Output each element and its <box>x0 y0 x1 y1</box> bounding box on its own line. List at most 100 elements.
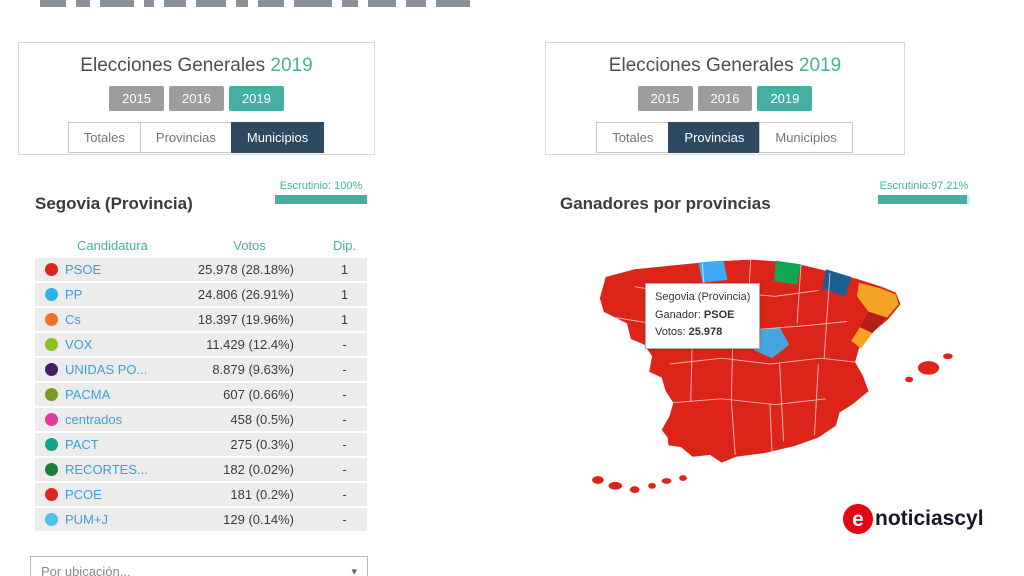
votes-cell: 24.806 (26.91%) <box>197 287 294 302</box>
dip-cell: - <box>342 412 347 427</box>
tooltip-winner-line: Ganador: PSOE <box>655 307 750 325</box>
noticiascyl-logo-text: noticiascyl <box>875 507 984 530</box>
dip-cell: - <box>342 487 347 502</box>
cropped-text-fragment <box>144 0 154 7</box>
party-name[interactable]: PSOE <box>65 262 102 277</box>
tooltip-title: Segovia (Provincia) <box>655 291 751 303</box>
party-name[interactable]: UNIDAS PO... <box>65 362 148 377</box>
party-name[interactable]: PP <box>65 287 83 302</box>
party-name[interactable]: centrados <box>65 412 123 427</box>
escrutinio-bar <box>878 195 970 204</box>
dip-cell: - <box>342 387 347 402</box>
dip-cell: - <box>342 437 347 452</box>
escrutinio-label: Escrutinio:97.21% <box>879 180 969 192</box>
province-patch-segovia-highlight[interactable] <box>752 327 790 359</box>
table-row[interactable]: PUM+J 129 (0.14%) - <box>35 508 367 531</box>
year-button-2016[interactable]: 2016 <box>169 86 224 111</box>
cropped-text-fragment <box>164 0 186 7</box>
year-button-2019[interactable]: 2019 <box>757 86 813 111</box>
dip-cell: - <box>342 362 347 377</box>
dip-cell: 1 <box>340 287 349 302</box>
location-select[interactable]: Por ubicación... ▾ <box>30 556 368 576</box>
left-controls-box: Elecciones Generales 2019 2015 2016 2019… <box>18 42 375 155</box>
party-name[interactable]: PUM+J <box>65 512 108 527</box>
panel-title-year: 2019 <box>270 55 313 76</box>
year-button-2016[interactable]: 2016 <box>697 86 753 111</box>
spain-map[interactable] <box>570 248 970 538</box>
tab-provincias[interactable]: Provincias <box>139 122 232 153</box>
cropped-text-fragment <box>258 0 284 7</box>
header-dip: Dip. <box>332 237 357 253</box>
party-color-dot <box>45 463 58 476</box>
escrutinio-bar <box>275 195 367 204</box>
provinces-map-container: Segovia (Provincia) Ganador: PSOE Votos:… <box>570 248 970 538</box>
year-button-2015[interactable]: 2015 <box>109 86 165 111</box>
escrutinio-label: Escrutinio: 100% <box>279 180 363 192</box>
party-name[interactable]: RECORTES... <box>65 462 148 477</box>
province-patch-barcelona-darkred[interactable] <box>859 311 887 334</box>
party-color-dot <box>45 263 58 276</box>
noticiascyl-logo: e noticiascyl <box>843 504 984 534</box>
party-color-dot <box>45 363 58 376</box>
table-row[interactable]: PSOE 25.978 (28.18%) 1 <box>35 258 367 281</box>
tab-totales[interactable]: Totales <box>596 122 670 153</box>
tooltip-votes-value: 25.978 <box>688 326 723 339</box>
table-row[interactable]: RECORTES... 182 (0.02%) - <box>35 458 367 481</box>
header-votos: Votos <box>233 237 266 253</box>
balearic-islands[interactable] <box>905 353 953 383</box>
table-row[interactable]: UNIDAS PO... 8.879 (9.63%) - <box>35 358 367 381</box>
escrutinio-indicator: Escrutinio:97.21% <box>878 180 970 204</box>
votes-cell: 458 (0.5%) <box>230 412 294 427</box>
province-patch-basque-green[interactable] <box>773 260 801 285</box>
table-row[interactable]: PACT 275 (0.3%) - <box>35 433 367 456</box>
cropped-text-fragment <box>436 0 470 7</box>
dip-cell: 1 <box>340 262 349 277</box>
canary-islands[interactable] <box>592 475 687 494</box>
party-name[interactable]: VOX <box>65 337 93 352</box>
province-patch-orange-lower[interactable] <box>851 327 873 349</box>
votes-cell: 275 (0.3%) <box>230 437 294 452</box>
escrutinio-bar-fill <box>878 195 968 204</box>
table-row[interactable]: VOX 11.429 (12.4%) - <box>35 333 367 356</box>
party-color-dot <box>45 313 58 326</box>
party-name[interactable]: PACT <box>65 437 99 452</box>
scope-tabs: Totales Provincias Municipios <box>546 122 904 153</box>
year-button-2019[interactable]: 2019 <box>228 86 284 111</box>
cropped-text-fragment <box>368 0 396 7</box>
votes-cell: 18.397 (19.96%) <box>197 312 294 327</box>
table-row[interactable]: PACMA 607 (0.66%) - <box>35 383 367 406</box>
tooltip-winner-value: PSOE <box>703 308 735 321</box>
party-name[interactable]: PACMA <box>65 387 111 402</box>
dip-cell: - <box>342 337 347 352</box>
tab-municipios[interactable]: Municipios <box>230 122 325 153</box>
chevron-down-icon: ▾ <box>351 565 357 576</box>
province-patch-north-blue[interactable] <box>698 260 728 283</box>
tab-totales[interactable]: Totales <box>67 122 141 153</box>
province-patch-catalonia-orange-upper[interactable] <box>857 282 899 318</box>
year-button-2015[interactable]: 2015 <box>637 86 693 111</box>
cropped-text-fragment <box>196 0 226 7</box>
dip-cell: - <box>342 512 347 527</box>
table-row[interactable]: PCOE 181 (0.2%) - <box>35 483 367 506</box>
votes-cell: 182 (0.02%) <box>223 462 294 477</box>
tab-provincias[interactable]: Provincias <box>668 122 761 153</box>
cropped-text-fragment <box>342 0 358 7</box>
scope-tabs: Totales Provincias Municipios <box>19 122 374 153</box>
party-color-dot <box>45 388 58 401</box>
tab-municipios[interactable]: Municipios <box>759 122 853 153</box>
party-color-dot <box>45 413 58 426</box>
table-row[interactable]: Cs 18.397 (19.96%) 1 <box>35 308 367 331</box>
table-header-row: Candidatura Votos Dip. <box>35 232 367 258</box>
party-name[interactable]: PCOE <box>65 487 102 502</box>
votes-cell: 11.429 (12.4%) <box>206 337 294 352</box>
section-title: Segovia (Provincia) <box>35 194 193 213</box>
party-name[interactable]: Cs <box>65 312 81 327</box>
section-title: Ganadores por provincias <box>560 194 771 213</box>
panel-title-text: Elecciones Generales <box>80 55 266 76</box>
noticiascyl-logo-icon: e <box>843 504 873 534</box>
map-tooltip: Segovia (Provincia) Ganador: PSOE Votos:… <box>645 283 761 349</box>
table-row[interactable]: centrados 458 (0.5%) - <box>35 408 367 431</box>
votes-cell: 129 (0.14%) <box>223 512 294 527</box>
table-row[interactable]: PP 24.806 (26.91%) 1 <box>35 283 367 306</box>
